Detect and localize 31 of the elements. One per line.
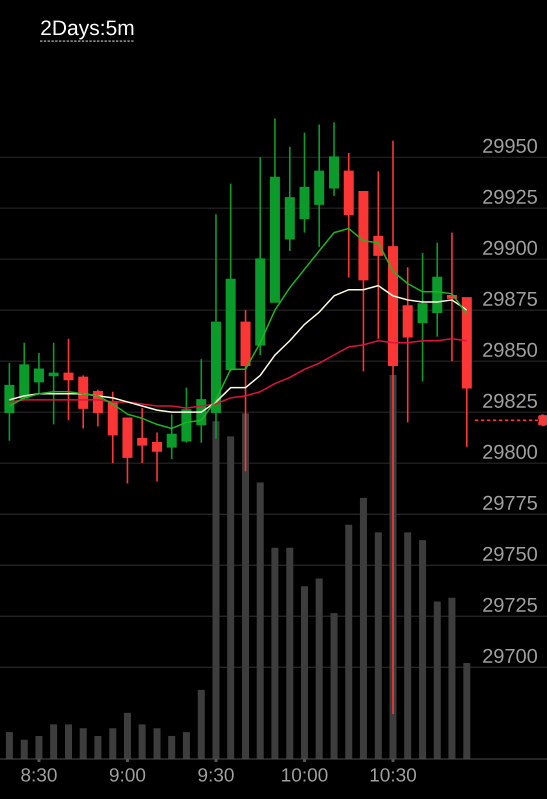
y-tick-label: 29775 — [483, 496, 537, 510]
y-tick-label: 29825 — [483, 394, 537, 408]
x-tick-label: 10:30 — [370, 768, 416, 782]
bar — [35, 736, 42, 759]
y-tick-label: 29950 — [483, 138, 538, 153]
y-tick-label: 29925 — [483, 190, 537, 204]
y-tick-label: 29900 — [483, 240, 538, 255]
x-tick-label: 8:30 — [21, 768, 57, 782]
y-tick-label: 29750 — [483, 546, 538, 561]
x-tick-label: 10:00 — [282, 768, 328, 782]
x-tick-label: 9:00 — [110, 768, 146, 782]
bar — [154, 728, 161, 759]
bar — [65, 724, 72, 759]
bar — [50, 724, 58, 759]
bar — [198, 690, 205, 759]
bar — [80, 728, 87, 759]
bar — [182, 732, 190, 759]
bar — [124, 712, 131, 759]
bar — [138, 724, 146, 759]
y-tick-label: 29850 — [483, 342, 538, 357]
bar — [6, 732, 13, 759]
bar — [109, 728, 116, 759]
y-tick-label: 29700 — [483, 648, 538, 663]
chart-title: 2Days:5m — [41, 20, 134, 40]
bar — [168, 736, 176, 759]
y-tick-label: 29875 — [483, 292, 537, 306]
x-tick-label: 9:30 — [198, 768, 234, 782]
y-tick-label: 29725 — [483, 598, 537, 612]
bar — [20, 740, 28, 759]
bar — [94, 736, 102, 759]
y-tick-label: 29800 — [483, 444, 538, 459]
